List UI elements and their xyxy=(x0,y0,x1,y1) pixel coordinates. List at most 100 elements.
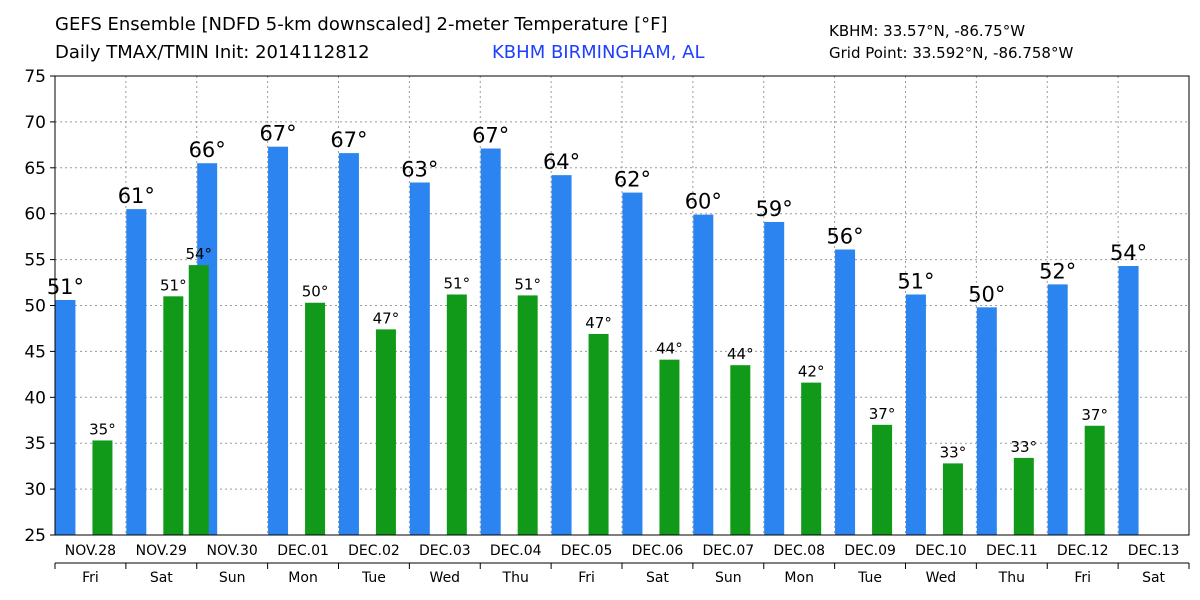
tmin-data-label: 51° xyxy=(444,274,471,292)
location-label: KBHM BIRMINGHAM, AL xyxy=(492,42,705,63)
date-label: DEC.04 xyxy=(490,543,542,559)
weekday-label: Sun xyxy=(219,570,246,586)
tmax-bar xyxy=(551,175,572,536)
tmax-data-label: 59° xyxy=(756,197,793,221)
tmin-data-label: 33° xyxy=(940,443,967,461)
tmax-bar xyxy=(1047,284,1068,535)
tmin-bar xyxy=(659,359,680,535)
y-tick-label: 35 xyxy=(24,434,46,454)
date-label: DEC.06 xyxy=(632,543,684,559)
tmin-bar xyxy=(1084,425,1105,535)
date-label: NOV.29 xyxy=(136,543,187,559)
date-label: DEC.03 xyxy=(419,543,471,559)
tmin-bar xyxy=(92,440,113,535)
tmax-data-label: 56° xyxy=(826,225,863,249)
y-tick-label: 25 xyxy=(24,526,46,546)
tmin-data-label: 50° xyxy=(302,283,329,301)
date-label: DEC.05 xyxy=(561,543,613,559)
chart-subtitle: Daily TMAX/TMIN Init: 2014112812 xyxy=(55,42,370,63)
tmin-data-label: 47° xyxy=(585,314,612,332)
weekday-label: Wed xyxy=(430,570,461,586)
tmin-data-label: 33° xyxy=(1011,438,1038,456)
tmin-data-label: 35° xyxy=(89,420,116,438)
tmax-bar xyxy=(905,294,926,535)
tmin_prior-data-label: 54° xyxy=(185,245,212,263)
tmin-bar xyxy=(446,294,467,535)
tmin-bar xyxy=(163,296,184,535)
weekday-label: Fri xyxy=(578,570,595,586)
y-tick-label: 40 xyxy=(24,388,46,408)
tmax-data-label: 51° xyxy=(47,275,84,299)
y-tick-label: 45 xyxy=(24,342,46,362)
tmax-data-label: 66° xyxy=(189,138,226,162)
tmax-data-label: 60° xyxy=(685,190,722,214)
date-label: NOV.30 xyxy=(207,543,258,559)
y-tick-label: 65 xyxy=(24,159,46,179)
tmin-data-label: 42° xyxy=(798,363,825,381)
tmin-bar xyxy=(588,333,609,535)
tmin-data-label: 37° xyxy=(869,405,896,423)
weekday-label: Thu xyxy=(998,570,1025,586)
tmin-bar xyxy=(1013,457,1034,535)
tmin-data-label: 44° xyxy=(727,345,754,363)
date-label: DEC.13 xyxy=(1128,543,1180,559)
date-label: DEC.08 xyxy=(773,543,825,559)
grid-point-coordinates: Grid Point: 33.592°N, -86.758°W xyxy=(829,44,1074,62)
date-label: DEC.02 xyxy=(348,543,400,559)
tmin-data-label: 47° xyxy=(373,309,400,327)
y-tick-label: 60 xyxy=(24,205,46,225)
date-label: DEC.12 xyxy=(1057,543,1109,559)
tmax-data-label: 61° xyxy=(118,184,155,208)
tmin-data-label: 51° xyxy=(160,276,187,294)
tmin-bar xyxy=(942,463,963,535)
weekday-label: Thu xyxy=(502,570,529,586)
tmax-bar xyxy=(126,209,147,536)
weekday-label: Wed xyxy=(926,570,957,586)
tmax-bar xyxy=(622,192,643,535)
tmax-bar xyxy=(976,307,997,535)
date-label: NOV.28 xyxy=(65,543,116,559)
tmax-data-label: 62° xyxy=(614,168,651,192)
weekday-label: Fri xyxy=(82,570,99,586)
weekday-label: Mon xyxy=(288,570,318,586)
weekday-label: Mon xyxy=(784,570,814,586)
tmax-bar xyxy=(409,182,430,535)
tmax-data-label: 67° xyxy=(330,128,367,152)
date-label: DEC.09 xyxy=(844,543,896,559)
date-label: DEC.10 xyxy=(915,543,967,559)
tmin-bar xyxy=(730,365,751,535)
tmin-data-label: 51° xyxy=(514,275,541,293)
tmax-data-label: 54° xyxy=(1110,241,1147,265)
weekday-label: Tue xyxy=(361,570,386,586)
tmax-bar xyxy=(764,221,785,535)
tmax-bar xyxy=(55,299,76,535)
y-tick-label: 50 xyxy=(24,297,46,317)
tmax-data-label: 67° xyxy=(472,124,509,148)
tmin-bar xyxy=(305,302,326,535)
chart-title: GEFS Ensemble [NDFD 5-km downscaled] 2-m… xyxy=(55,14,668,35)
tmin-data-label: 44° xyxy=(656,340,683,358)
tmax-data-label: 52° xyxy=(1039,259,1076,283)
weekday-label: Sun xyxy=(715,570,742,586)
y-tick-label: 75 xyxy=(24,67,46,87)
date-label: DEC.07 xyxy=(702,543,754,559)
weekday-label: Sat xyxy=(646,570,669,586)
station-coordinates: KBHM: 33.57°N, -86.75°W xyxy=(829,22,1026,40)
tmax-data-label: 51° xyxy=(897,269,934,293)
tmin-bar xyxy=(801,382,822,535)
tmax-bar xyxy=(338,153,359,535)
tmax-data-label: 63° xyxy=(401,157,438,181)
date-label: DEC.11 xyxy=(986,543,1038,559)
tmax-data-label: 50° xyxy=(968,282,1005,306)
date-label: DEC.01 xyxy=(277,543,329,559)
tmax-data-label: 67° xyxy=(259,122,296,146)
tmax-bar xyxy=(268,146,289,535)
tmax-bar xyxy=(693,214,714,536)
y-tick-label: 70 xyxy=(24,113,46,133)
tmin-bar xyxy=(872,424,893,535)
tmin_prior-bar xyxy=(188,265,209,535)
tmin-bar xyxy=(517,295,538,535)
tmin-data-label: 37° xyxy=(1081,406,1108,424)
weekday-label: Sat xyxy=(150,570,173,586)
